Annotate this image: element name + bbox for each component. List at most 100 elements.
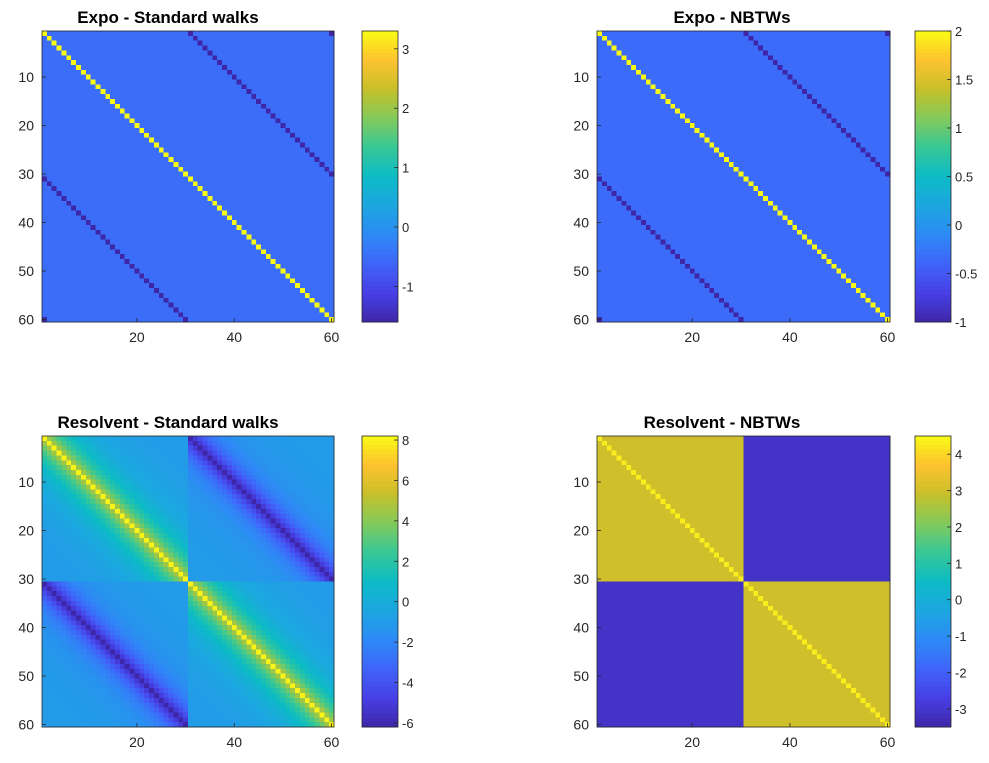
heatmap-cell — [782, 89, 788, 95]
heatmap-cell — [183, 288, 189, 294]
heatmap-cell — [660, 79, 666, 85]
heatmap-cell — [251, 234, 257, 240]
heatmap-cell — [251, 132, 257, 139]
heatmap-cell — [85, 123, 92, 129]
heatmap-cell — [256, 98, 262, 105]
heatmap-cell — [119, 288, 126, 294]
heatmap-cell — [100, 288, 106, 294]
heatmap-cell — [650, 94, 656, 100]
heatmap-cell — [865, 50, 871, 56]
heatmap-cell — [329, 69, 335, 76]
heatmap-cell — [217, 312, 223, 318]
heatmap-cell — [792, 40, 798, 46]
heatmap-cell — [207, 89, 213, 95]
heatmap-cell — [56, 123, 62, 129]
heatmap-cell — [792, 79, 798, 85]
heatmap-cell — [231, 152, 238, 158]
heatmap-cell — [880, 74, 886, 80]
heatmap-cell — [222, 94, 228, 100]
heatmap-cell — [76, 273, 82, 279]
heatmap-cell — [241, 137, 247, 143]
heatmap-cell — [90, 171, 96, 177]
heatmap-cell — [709, 84, 715, 90]
heatmap-cell — [207, 215, 213, 221]
heatmap-cell — [144, 268, 150, 274]
heatmap-cell — [246, 302, 252, 308]
heatmap-cell — [280, 108, 286, 114]
heatmap-cell — [821, 89, 827, 95]
heatmap-cell — [304, 137, 311, 143]
heatmap-cell — [42, 181, 48, 187]
heatmap-cell — [236, 263, 242, 270]
heatmap-cell — [95, 89, 101, 95]
heatmap-cell — [275, 142, 281, 148]
heatmap-cell — [236, 273, 242, 279]
heatmap-cell — [763, 132, 769, 139]
heatmap-cell — [231, 195, 238, 202]
heatmap-cell — [158, 118, 165, 124]
heatmap-cell — [188, 137, 194, 143]
heatmap-cell — [153, 74, 160, 80]
heatmap-cell — [733, 79, 740, 85]
heatmap-cell — [251, 312, 257, 318]
heatmap-cell — [217, 113, 223, 119]
heatmap-cell — [319, 118, 325, 124]
heatmap-cell — [46, 60, 53, 66]
heatmap-cell — [295, 69, 301, 76]
heatmap-cell — [168, 205, 174, 211]
heatmap-cell — [173, 200, 179, 206]
heatmap-cell — [256, 195, 262, 202]
heatmap-cell — [645, 118, 652, 124]
heatmap-cell — [192, 205, 199, 211]
heatmap-cell — [684, 50, 691, 56]
heatmap-cell — [134, 254, 140, 260]
colorbar-step — [362, 31, 398, 37]
heatmap-cell — [202, 161, 208, 168]
heatmap-cell — [61, 254, 67, 260]
heatmap-cell — [119, 171, 126, 177]
heatmap-cell — [265, 283, 272, 289]
heatmap-cell — [46, 142, 53, 148]
heatmap-cell — [90, 157, 96, 163]
heatmap-cell — [621, 60, 627, 66]
heatmap-cell — [95, 234, 101, 240]
heatmap-cell — [100, 132, 106, 139]
heatmap-cell — [51, 225, 57, 231]
heatmap-cell — [222, 292, 228, 299]
heatmap-cell — [626, 79, 632, 85]
heatmap-cell — [51, 152, 57, 158]
heatmap-cell — [110, 254, 116, 260]
heatmap-cell — [76, 31, 82, 37]
heatmap-cell — [178, 249, 184, 255]
heatmap-cell — [728, 132, 735, 139]
heatmap-cell — [76, 210, 82, 216]
heatmap-cell — [782, 128, 788, 134]
heatmap-cell — [621, 118, 627, 124]
heatmap-cell — [236, 161, 242, 168]
heatmap-cell — [611, 103, 617, 109]
heatmap-cell — [153, 258, 160, 265]
heatmap-cell — [129, 89, 135, 95]
heatmap-cell — [324, 98, 330, 105]
heatmap-cell — [636, 84, 642, 90]
heatmap-cell — [246, 166, 252, 173]
heatmap-cell — [168, 283, 174, 289]
heatmap-cell — [680, 55, 686, 61]
heatmap-cell — [280, 263, 286, 270]
heatmap-cell — [285, 31, 291, 37]
heatmap-cell — [616, 60, 622, 66]
heatmap-cell — [631, 64, 637, 71]
heatmap-cell — [183, 249, 189, 255]
heatmap-cell — [115, 268, 121, 274]
heatmap-cell — [231, 254, 238, 260]
heatmap-cell — [100, 84, 106, 90]
heatmap-cell — [256, 225, 262, 231]
heatmap-cell — [314, 79, 320, 85]
heatmap-cell — [860, 79, 866, 85]
heatmap-cell — [329, 166, 335, 173]
heatmap-cell — [875, 40, 881, 46]
heatmap-cell — [280, 317, 286, 323]
heatmap-cell — [309, 312, 315, 318]
heatmap-cell — [261, 118, 267, 124]
heatmap-cell — [270, 161, 276, 168]
